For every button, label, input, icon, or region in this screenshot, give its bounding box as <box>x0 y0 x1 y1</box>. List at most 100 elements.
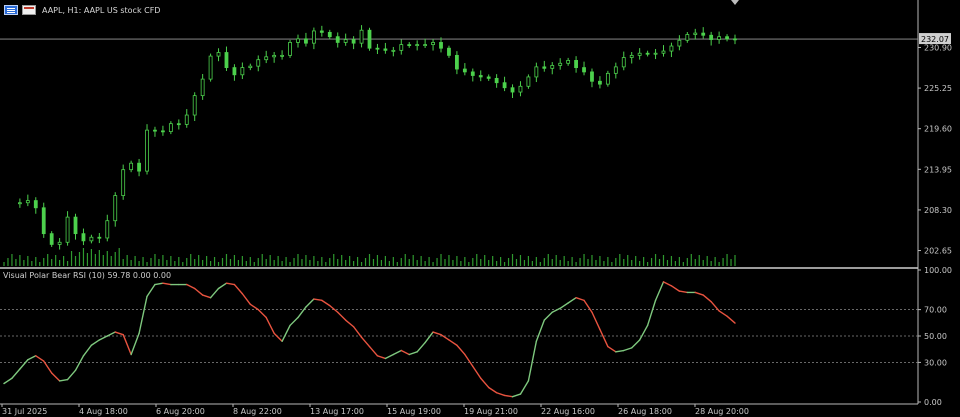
rsi-segment <box>186 283 196 290</box>
rsi-segment <box>392 349 402 356</box>
rsi-segment <box>225 282 236 286</box>
rsi-segment <box>98 335 108 341</box>
rsi-segment <box>74 355 85 372</box>
candle-body <box>502 82 507 89</box>
candle-body <box>645 52 650 55</box>
bid-price-box <box>919 33 951 45</box>
candle-body <box>423 44 428 46</box>
candle-body <box>224 52 229 69</box>
rsi-segment <box>257 308 267 319</box>
candle-body <box>256 59 261 67</box>
rsi-segment <box>456 344 466 356</box>
candle-body <box>105 220 110 239</box>
rsi-segment <box>11 368 21 379</box>
candle-body <box>49 233 54 245</box>
rsi-segment <box>146 283 156 298</box>
candle-body <box>192 95 197 116</box>
rsi-segment <box>66 369 77 381</box>
price-tick-label: 213.95 <box>924 165 952 174</box>
candle-body <box>598 80 602 85</box>
rsi-segment <box>487 386 498 394</box>
candle-body <box>288 42 292 56</box>
rsi-segment <box>424 331 434 344</box>
candle-body <box>57 241 62 245</box>
candle-body <box>280 54 284 57</box>
candle-body <box>693 32 698 35</box>
rsi-segment <box>702 294 712 303</box>
candle-body <box>733 38 737 41</box>
candle-body <box>566 60 571 64</box>
rsi-segment <box>559 302 569 309</box>
candle-body <box>208 55 213 80</box>
symbol-title: AAPL, H1: AAPL US stock CFD <box>42 5 161 15</box>
rsi-segment <box>3 377 13 385</box>
rsi-segment <box>654 281 665 302</box>
time-tick-label: 8 Aug 22:00 <box>233 407 282 416</box>
candle-body <box>153 129 157 132</box>
candle-body <box>494 77 499 84</box>
rsi-segment <box>27 355 37 361</box>
price-tick-label: 230.90 <box>924 43 952 52</box>
candle-body <box>311 30 316 44</box>
candle-body <box>605 72 610 85</box>
candle-body <box>232 67 237 76</box>
rsi-tick-label: 70.00 <box>924 306 947 315</box>
rsi-segment <box>638 324 649 341</box>
candle-body <box>17 202 22 205</box>
candle-body <box>296 38 300 43</box>
rsi-segment <box>567 297 577 304</box>
time-tick-label: 19 Aug 21:00 <box>464 407 518 416</box>
rsi-segment <box>440 333 450 341</box>
rsi-segment <box>678 290 689 294</box>
rsi-segment <box>591 311 601 331</box>
time-tick-label: 28 Aug 20:00 <box>695 407 749 416</box>
candle-body <box>25 200 30 204</box>
rsi-segment <box>448 339 458 346</box>
candle-body <box>264 56 269 61</box>
candle-body <box>391 49 396 52</box>
candle-body <box>327 31 332 38</box>
candle-body <box>534 66 539 78</box>
candle-body <box>455 54 459 70</box>
chart-header: AAPL, H1: AAPL US stock CFD <box>4 3 160 17</box>
candle-body <box>343 39 348 43</box>
rsi-segment <box>329 304 339 313</box>
rsi-segment <box>35 355 45 362</box>
rsi-segment <box>503 394 514 398</box>
rsi-segment <box>289 316 299 327</box>
rsi-segment <box>519 380 530 395</box>
price-tick-label: 202.65 <box>924 247 952 256</box>
candle-body <box>145 129 149 172</box>
rsi-segment <box>106 331 116 337</box>
candle-body <box>439 42 443 49</box>
price-tick-label: 219.60 <box>924 125 952 134</box>
rsi-segment <box>241 293 252 306</box>
candle-body <box>399 44 404 51</box>
candle-body <box>73 216 78 235</box>
rsi-segment <box>297 306 307 319</box>
indicator-label: Visual Polar Bear RSI (10) 59.78 0.00 0.… <box>3 271 172 280</box>
rsi-segment <box>114 331 124 336</box>
rsi-segment <box>615 349 625 353</box>
candle-body <box>447 47 451 56</box>
rsi-segment <box>344 319 355 328</box>
candle-body <box>701 32 706 36</box>
rsi-tick-label: 100.00 <box>924 266 952 275</box>
rsi-segment <box>249 303 259 311</box>
rsi-segment <box>543 311 553 321</box>
rsi-segment <box>58 378 69 382</box>
rsi-segment <box>321 299 331 307</box>
candle-body <box>478 75 483 78</box>
rsi-segment <box>376 355 387 360</box>
rsi-segment <box>535 319 546 342</box>
candle-body <box>582 67 586 73</box>
rsi-segment <box>138 295 148 335</box>
candle-body <box>168 123 173 132</box>
candle-body <box>200 78 205 97</box>
rsi-segment <box>337 311 347 321</box>
time-tick-label: 4 Aug 18:00 <box>79 407 128 416</box>
chart-menu-icon[interactable] <box>4 5 18 15</box>
calendar-icon[interactable] <box>22 5 36 15</box>
rsi-segment <box>464 353 474 368</box>
